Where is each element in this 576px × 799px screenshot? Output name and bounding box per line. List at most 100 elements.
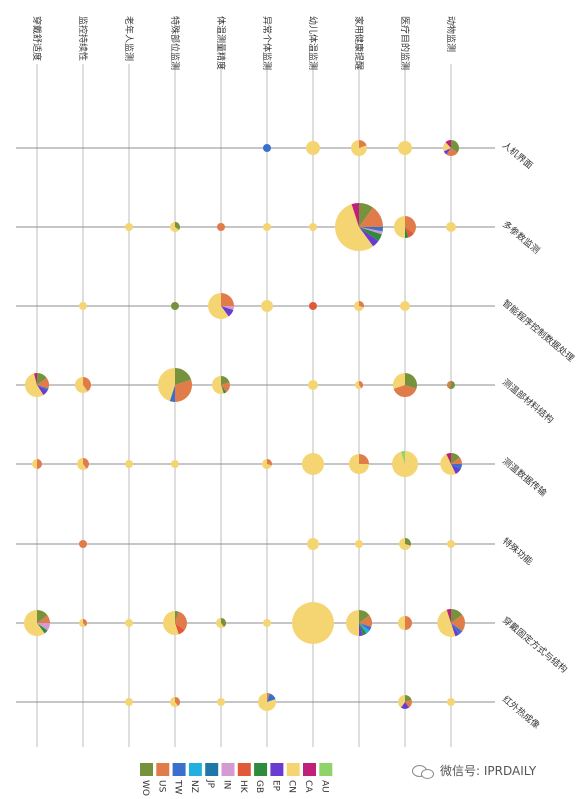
pie-slice-cn (399, 538, 411, 550)
pie-slice-tw (263, 144, 271, 152)
pie-slice-us (359, 207, 383, 227)
pie-slice-in (37, 623, 50, 631)
pie-slice-wo (451, 453, 460, 464)
bubble-pie (307, 538, 319, 550)
bubble-pie (263, 144, 271, 152)
row-label: 穿戴固定方式与结构 (500, 614, 570, 675)
pie-slice-cn (392, 451, 419, 478)
legend-label: WO (140, 780, 150, 796)
pie-slice-tw (267, 693, 276, 702)
legend-label: EP (270, 780, 280, 792)
pie-slice-cn (74, 377, 88, 393)
bubble-pie (398, 141, 412, 155)
pie-slice-cn (208, 293, 229, 319)
pie-slice-us (359, 381, 364, 389)
pie-slice-ep (400, 702, 410, 709)
bubble-pie (393, 373, 417, 397)
pie-slice-us (393, 385, 417, 397)
legend-label: NZ (189, 780, 199, 793)
bubble-pie (208, 293, 234, 319)
pie-slice-cn (446, 222, 456, 232)
bubble-pie (79, 302, 87, 310)
pie-slice-us (175, 379, 193, 403)
row-label: 测温部材料结构 (500, 376, 556, 426)
legend-swatch-us (156, 763, 170, 776)
pie-slice-us (221, 382, 230, 393)
legend-label: CA (303, 780, 313, 793)
bubble-pie (335, 203, 383, 251)
pie-slice-cn (437, 609, 456, 637)
pie-slice-cn (355, 381, 362, 389)
pie-slice-cn (335, 204, 374, 251)
pie-slice-wo (175, 222, 181, 230)
bubble-pie (292, 602, 334, 644)
bubble-pie (32, 459, 42, 469)
pie-slice-cn (171, 460, 179, 468)
column-label: 幼儿体温监测 (307, 16, 319, 70)
pie-slice-ca (446, 609, 451, 623)
bubble-pie (125, 223, 133, 231)
pie-slice-ep (443, 148, 451, 155)
bubble-pie (400, 301, 410, 311)
column-label: 特殊部位监测 (169, 16, 181, 70)
pie-slice-wo (37, 610, 48, 623)
pie-slice-cn (302, 453, 324, 475)
pie-slice-cn (354, 301, 364, 311)
pie-slice-hk (405, 227, 414, 238)
pie-slice-ca (445, 140, 451, 148)
legend-swatch-nz (188, 763, 202, 776)
bubble-pie (216, 618, 227, 628)
pie-slice-cn (440, 454, 456, 475)
pie-slice-cn (309, 223, 317, 231)
pie-slice-ep (451, 623, 460, 637)
watermark-text: 微信号: IPRDAILY (440, 764, 537, 778)
bubble-pie (354, 301, 365, 311)
pie-slice-cn (258, 693, 277, 711)
column-label: 老年人监测 (123, 16, 135, 61)
pie-slice-cn (262, 459, 272, 469)
pie-slice-cn (125, 460, 133, 468)
pie-slice-gb (359, 623, 367, 636)
pie-slice-hk (309, 302, 317, 310)
pie-slice-cn (398, 616, 405, 630)
pie-slice-us (267, 693, 270, 702)
bubble-pie (125, 460, 133, 468)
legend-label: TW (173, 779, 183, 794)
legend-label: AU (319, 780, 329, 793)
pie-slice-us (405, 699, 412, 708)
pie-slice-cn (263, 223, 271, 231)
column-label: 医疗目的监测 (399, 16, 411, 70)
pie-slice-ca (446, 453, 451, 464)
watermark: 微信号: IPRDAILY (412, 762, 536, 779)
bubble-pie (302, 453, 324, 475)
pie-slice-us (37, 459, 42, 469)
bubble-pie (76, 458, 89, 470)
bubble-pie (79, 540, 87, 548)
legend-swatch-gb (254, 763, 268, 776)
column-labels: 穿戴舒适度 监控持续性 老年人监测 特殊部位监测 体温测量精度 异常个体监测 幼儿体温监测 家… (31, 16, 457, 70)
pie-slice-au (400, 451, 405, 464)
pie-slice-in (359, 227, 383, 235)
column-label: 动物监测 (445, 16, 457, 52)
bubble-pie (170, 697, 181, 707)
pie-slice-cn (346, 610, 359, 636)
pie-slice-cn (447, 698, 455, 706)
legend-swatch-au (319, 763, 333, 776)
pie-slice-cn (170, 697, 178, 707)
pie-slice-us (221, 293, 234, 306)
bubble-pie (349, 454, 369, 474)
bubble-pie (79, 619, 88, 627)
legend-swatch-cn (286, 763, 300, 776)
legend-label: CN (287, 780, 297, 793)
pie-slice-us (217, 223, 225, 231)
pie-slice-cn (261, 300, 273, 312)
legend-swatch-hk (237, 763, 251, 776)
pie-slice-gb (359, 227, 382, 242)
bubble-pie (447, 698, 455, 706)
pie-slice-cn (393, 373, 405, 389)
bubble-pie (125, 698, 133, 706)
pie-slice-us (83, 458, 89, 469)
pie-slice-wo (171, 302, 179, 310)
legend-label: IN (222, 780, 232, 789)
